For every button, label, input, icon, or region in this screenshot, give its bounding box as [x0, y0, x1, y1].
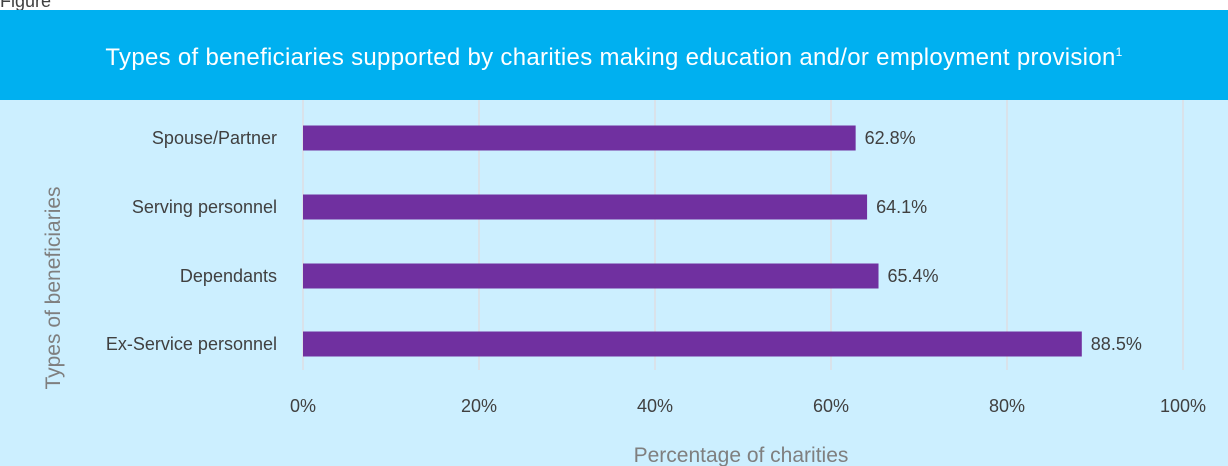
chart-title: Types of beneficiaries supported by char… [104, 38, 1124, 72]
category-label: Ex-Service personnel [106, 334, 277, 354]
bar [303, 263, 879, 289]
data-label: 64.1% [876, 197, 927, 217]
x-tick-label: 80% [989, 396, 1025, 416]
x-tick-label: 0% [290, 396, 316, 416]
bar [303, 331, 1082, 357]
data-label: 65.4% [888, 266, 939, 286]
category-label: Spouse/Partner [152, 128, 277, 148]
x-tick-label: 60% [813, 396, 849, 416]
x-tick-labels: 0% 20% 40% 60% 80% 100% [290, 396, 1206, 416]
y-axis-title: Types of beneficiaries [42, 186, 65, 389]
category-label: Dependants [180, 266, 277, 286]
bar [303, 194, 868, 220]
chart-title-text: Types of beneficiaries supported by char… [105, 44, 1116, 71]
title-footnote-marker: 1 [1115, 45, 1123, 59]
chart-title-banner: Types of beneficiaries supported by char… [0, 10, 1228, 100]
figure-label: Figure [0, 0, 52, 10]
data-labels: 62.8% 64.1% 65.4% 88.5% [865, 128, 1142, 354]
bar [303, 125, 856, 151]
x-tick-label: 20% [461, 396, 497, 416]
plot-area: Spouse/Partner Serving personnel Dependant… [0, 100, 1228, 466]
bars [303, 125, 1082, 357]
data-label: 88.5% [1091, 334, 1142, 354]
category-labels: Spouse/Partner Serving personnel Dependant… [106, 128, 277, 354]
bar-chart: Spouse/Partner Serving personnel Dependant… [42, 100, 1206, 466]
category-label: Serving personnel [132, 197, 277, 217]
data-label: 62.8% [865, 128, 916, 148]
x-axis-title: Percentage of charities [634, 444, 849, 466]
x-tick-label: 100% [1160, 396, 1206, 416]
x-tick-label: 40% [637, 396, 673, 416]
